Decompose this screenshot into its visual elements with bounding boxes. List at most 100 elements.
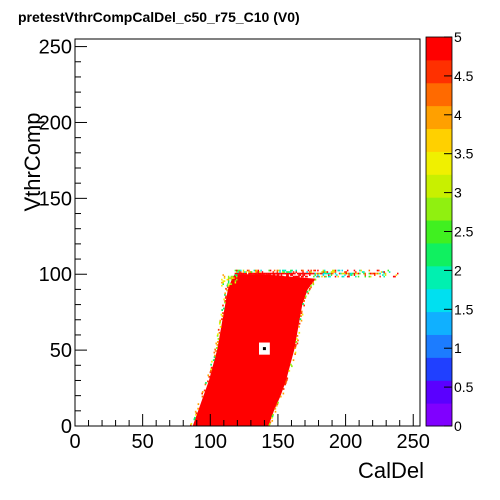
- heatmap-plateau-bin: [382, 274, 384, 276]
- heatmap-plateau-bin: [259, 272, 261, 275]
- heatmap-plateau-bin: [260, 269, 262, 272]
- heatmap-plateau-bin: [292, 272, 295, 275]
- heatmap-edge-bin: [216, 344, 219, 346]
- heatmap-plateau-bin: [288, 272, 291, 275]
- heatmap-edge-bin: [221, 315, 224, 318]
- heatmap-edge-bin: [221, 278, 223, 281]
- heatmap-plateau-bin: [241, 274, 243, 276]
- heatmap-plateau-bin: [269, 272, 272, 275]
- heatmap-plateau-bin: [248, 272, 250, 275]
- heatmap-edge-bin: [276, 403, 279, 406]
- heatmap-edge-bin: [286, 378, 288, 381]
- heatmap-plateau-bin: [296, 272, 299, 275]
- heatmap-plateau-bin: [268, 269, 270, 272]
- heatmap-edge-bin: [210, 368, 213, 371]
- heatmap-plateau-bin: [287, 272, 289, 275]
- heatmap-edge-bin: [282, 392, 285, 395]
- color-scale-swatch: [426, 82, 452, 107]
- heatmap-plateau-bin: [374, 272, 376, 275]
- heatmap-plateau-bin: [257, 275, 260, 278]
- heatmap-edge-bin: [291, 365, 293, 368]
- heatmap-plateau-bin: [273, 272, 276, 275]
- heatmap-plateau-bin: [317, 274, 319, 276]
- heatmap-plateau-bin: [282, 271, 284, 273]
- heatmap-plateau-bin: [380, 271, 383, 273]
- heatmap-plateau-bin: [313, 269, 315, 272]
- heatmap-edge-bin: [201, 392, 203, 395]
- heatmap-edge-bin: [227, 277, 230, 279]
- heatmap-plateau-bin: [291, 274, 293, 276]
- heatmap-edge-bin: [224, 297, 227, 299]
- heatmap-edge-bin: [195, 412, 198, 415]
- heatmap-plateau-bin: [337, 269, 339, 272]
- heatmap-plateau-bin: [349, 272, 352, 275]
- heatmap-edge-bin: [223, 277, 226, 279]
- heatmap-plateau-bin: [341, 275, 344, 278]
- heatmap-edge-bin: [284, 383, 287, 386]
- heatmap-plateau-bin: [363, 271, 365, 273]
- heatmap-edge-bin: [223, 307, 225, 310]
- heatmap-edge-bin: [296, 342, 299, 345]
- heatmap-plateau-bin: [283, 271, 285, 273]
- heatmap-plateau-bin: [376, 272, 379, 275]
- heatmap-plateau-bin: [257, 272, 260, 275]
- heatmap-plateau-bin: [286, 272, 288, 275]
- heatmap-plateau-bin: [348, 275, 350, 278]
- heatmap-plateau-bin: [290, 271, 292, 273]
- heatmap-plateau-bin: [314, 269, 316, 272]
- heatmap-plateau-bin: [256, 272, 258, 275]
- heatmap-plateau-bin: [269, 274, 272, 276]
- y-tick-label: 250: [39, 37, 72, 59]
- color-scale-swatch: [426, 197, 452, 221]
- heatmap-plateau-bin: [364, 272, 367, 275]
- heatmap-plateau-bin: [352, 272, 354, 275]
- heatmap-plateau-bin: [303, 272, 306, 275]
- heatmap-edge-bin: [194, 410, 197, 413]
- heatmap-plateau-bin: [244, 272, 246, 275]
- heatmap-edge-bin: [310, 286, 312, 289]
- heatmap-plateau-bin: [328, 274, 330, 276]
- heatmap-plateau-bin: [242, 274, 245, 276]
- heatmap-plateau-bin: [330, 272, 333, 275]
- heatmap-edge-bin: [224, 300, 226, 302]
- heatmap-edge-bin: [294, 351, 297, 354]
- heatmap-edge-bin: [226, 289, 228, 292]
- heatmap-plateau-bin: [248, 269, 250, 272]
- heatmap-plateau-bin: [323, 272, 326, 275]
- heatmap-plateau-bin: [305, 272, 307, 275]
- heatmap-edge-bin: [222, 274, 224, 276]
- heatmap-plateau-bin: [344, 274, 346, 276]
- heatmap-edge-bin: [310, 284, 312, 287]
- heatmap-plateau-bin: [336, 274, 338, 276]
- heatmap-edge-bin: [210, 363, 212, 366]
- heatmap-plateau-bin: [245, 271, 247, 273]
- heatmap-plateau-bin: [260, 272, 262, 275]
- heatmap-plateau-bin: [295, 269, 298, 272]
- heatmap-plateau-bin: [368, 269, 371, 272]
- heatmap-edge-bin: [221, 318, 223, 321]
- heatmap-plateau-bin: [383, 271, 385, 273]
- heatmap-edge-bin: [236, 274, 238, 276]
- heatmap-plateau-bin: [256, 271, 258, 273]
- heatmap-plateau-bin: [284, 272, 287, 275]
- heatmap-plateau-bin: [280, 275, 283, 278]
- heatmap-plateau-bin: [369, 272, 372, 275]
- heatmap-plateau-bin: [388, 271, 391, 273]
- heatmap-plateau-bin: [348, 274, 350, 276]
- color-scale-swatch: [426, 220, 452, 244]
- heatmap-plateau-bin: [307, 269, 310, 272]
- heatmap-edge-bin: [210, 366, 213, 369]
- heatmap-edge-bin: [225, 287, 227, 290]
- heatmap-edge-bin: [222, 312, 224, 314]
- heatmap-plateau-bin: [276, 275, 279, 278]
- heatmap-plateau-bin: [242, 271, 245, 273]
- heatmap-plateau-bin: [254, 272, 257, 275]
- heatmap-edge-bin: [274, 410, 277, 413]
- heatmap-edge-bin: [204, 383, 207, 386]
- heatmap-plateau-bin: [346, 272, 349, 275]
- heatmap-plateau-bin: [361, 271, 364, 273]
- heatmap-plateau-bin: [236, 272, 238, 275]
- heatmap-plateau-bin: [334, 272, 337, 275]
- heatmap-edge-bin: [298, 325, 300, 328]
